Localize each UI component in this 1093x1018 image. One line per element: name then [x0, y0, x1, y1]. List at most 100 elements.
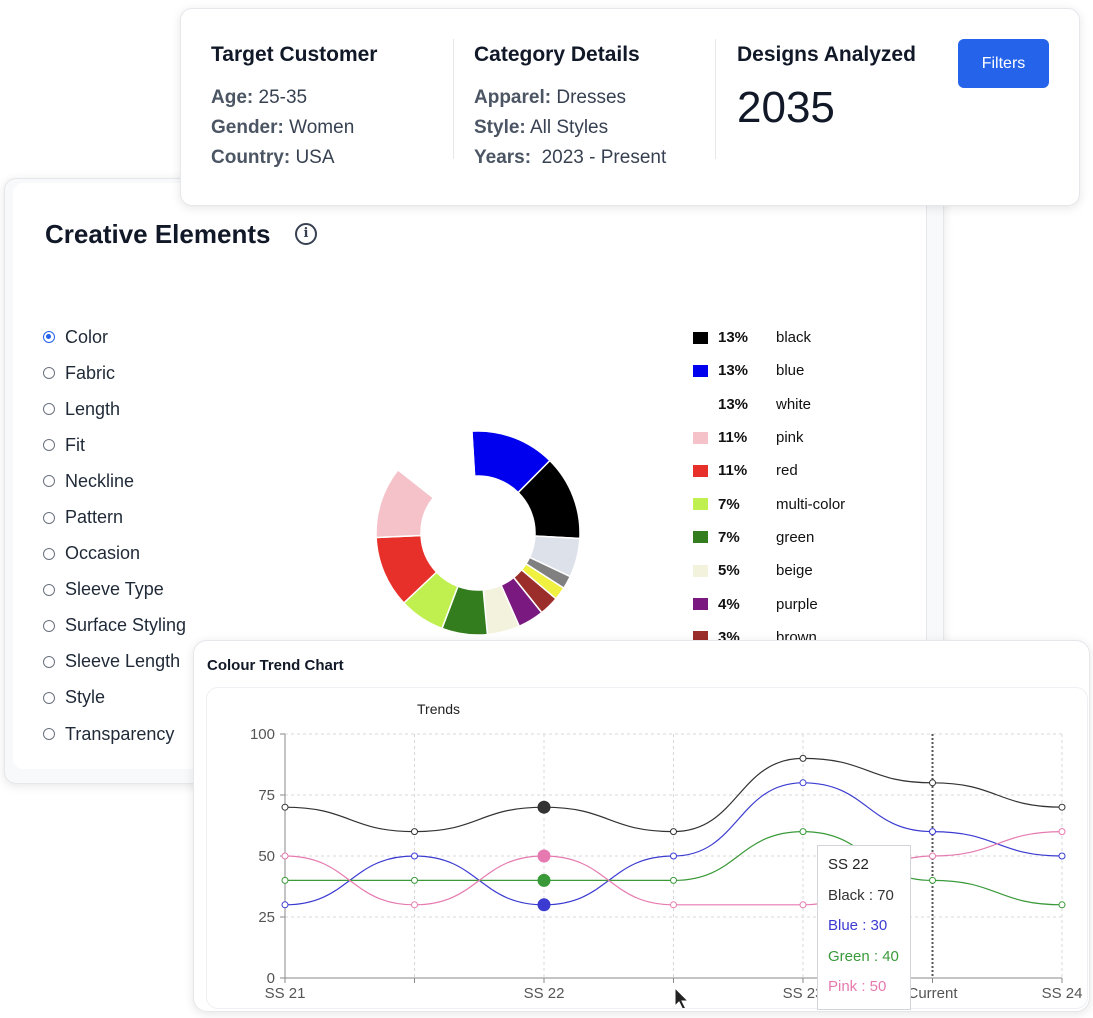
point-green[interactable] — [1058, 901, 1066, 909]
legend-percent: 7% — [718, 528, 740, 546]
style-row: Style: All Styles — [474, 117, 609, 138]
point-blue[interactable] — [537, 898, 551, 912]
point-blue[interactable] — [929, 828, 936, 836]
legend-percent: 4% — [718, 595, 740, 613]
point-pink[interactable] — [537, 849, 551, 863]
country-row: Country: USA — [211, 147, 335, 168]
point-blue[interactable] — [411, 852, 418, 860]
x-tick-label: SS 23 — [783, 985, 824, 1002]
x-tick-label: SS 22 — [524, 985, 565, 1002]
point-green[interactable] — [281, 876, 289, 884]
point-blue[interactable] — [281, 901, 289, 909]
point-green[interactable] — [929, 876, 936, 884]
point-black[interactable] — [281, 803, 289, 811]
legend-swatch — [693, 531, 708, 544]
legend-percent: 11% — [718, 429, 748, 447]
radio-option-surface-styling[interactable]: Surface Styling — [43, 608, 186, 644]
radio-option-style[interactable]: Style — [43, 680, 186, 716]
radio-option-fabric[interactable]: Fabric — [43, 355, 186, 391]
radio-option-label: Color — [65, 326, 109, 347]
legend-percent: 7% — [718, 495, 740, 513]
creative-elements-title: Creative Elements — [45, 219, 271, 249]
donut-legend: 13% black 13% blue 13% white 11% pink 11% red 7% mu… — [693, 321, 845, 654]
point-pink[interactable] — [799, 901, 807, 909]
point-black[interactable] — [929, 779, 936, 787]
y-tick-label: 0 — [267, 970, 275, 987]
designs-analyzed-heading: Designs Analyzed — [737, 43, 916, 66]
legend-label: multi-color — [776, 495, 846, 513]
radio-button[interactable] — [43, 511, 55, 524]
radio-button[interactable] — [43, 403, 55, 416]
legend-label: beige — [776, 562, 813, 580]
divider — [715, 39, 716, 159]
legend-label: white — [776, 395, 812, 413]
info-circle-icon[interactable]: i — [295, 223, 317, 245]
donut-slice-white[interactable] — [396, 430, 476, 499]
radio-button[interactable] — [43, 367, 55, 380]
radio-option-neckline[interactable]: Neckline — [43, 463, 186, 499]
legend-item-blue: 13% blue — [693, 354, 845, 387]
point-pink[interactable] — [411, 901, 418, 909]
legend-percent: 13% — [718, 329, 749, 347]
colour-trend-card: Colour Trend Chart Trends 0 25 50 75 100 SS 21… — [193, 640, 1090, 1012]
radio-button[interactable] — [43, 691, 55, 704]
radio-button[interactable] — [43, 655, 55, 668]
legend-swatch — [693, 331, 708, 344]
radio-option-fit[interactable]: Fit — [43, 427, 186, 463]
trend-chart-title: Trends — [417, 701, 460, 717]
target-customer-heading: Target Customer — [211, 43, 378, 66]
point-pink[interactable] — [670, 901, 677, 909]
point-black[interactable] — [1058, 803, 1066, 811]
radio-option-length[interactable]: Length — [43, 391, 186, 427]
radio-option-occasion[interactable]: Occasion — [43, 536, 186, 572]
point-green[interactable] — [411, 876, 418, 884]
filters-button[interactable]: Filters — [958, 39, 1049, 88]
point-blue[interactable] — [1058, 852, 1066, 860]
legend-swatch — [693, 431, 708, 444]
y-tick-label: 75 — [258, 787, 275, 804]
mouse-cursor-icon — [674, 986, 690, 1008]
point-green[interactable] — [799, 828, 807, 836]
legend-percent: 13% — [718, 362, 749, 380]
point-pink[interactable] — [1058, 828, 1066, 836]
radio-button[interactable] — [43, 475, 55, 488]
divider — [453, 39, 454, 159]
target-customer-section: Target Customer Age: 25-35 Gender: Women… — [211, 43, 377, 173]
legend-swatch — [693, 464, 708, 477]
tooltip-row: Green : 40 — [828, 947, 899, 965]
radio-option-pattern[interactable]: Pattern — [43, 499, 186, 535]
radio-option-sleeve-length[interactable]: Sleeve Length — [43, 644, 186, 680]
radio-button[interactable] — [43, 439, 55, 452]
legend-label: pink — [776, 429, 804, 447]
point-green[interactable] — [537, 873, 551, 887]
legend-swatch — [693, 398, 708, 411]
legend-swatch — [693, 364, 708, 377]
point-black[interactable] — [537, 800, 551, 814]
designs-analyzed-count: 2035 — [737, 83, 835, 132]
category-details-section: Category Details Apparel: Dresses Style:… — [474, 43, 666, 173]
point-pink[interactable] — [281, 852, 289, 860]
point-blue[interactable] — [670, 852, 677, 860]
radio-option-sleeve-type[interactable]: Sleeve Type — [43, 572, 186, 608]
point-pink[interactable] — [929, 852, 936, 860]
category-details-heading: Category Details — [474, 43, 640, 66]
point-black[interactable] — [670, 828, 677, 836]
point-blue[interactable] — [799, 779, 807, 787]
y-tick-label: 100 — [250, 726, 275, 743]
radio-option-transparency[interactable]: Transparency — [43, 716, 186, 752]
radio-button[interactable] — [43, 547, 55, 560]
x-tick-label: Current — [907, 985, 958, 1002]
radio-button[interactable] — [43, 619, 55, 632]
point-black[interactable] — [799, 754, 807, 762]
radio-button[interactable] — [43, 331, 55, 344]
radio-option-label: Sleeve Type — [65, 579, 164, 600]
legend-item-black: 13% black — [693, 321, 845, 354]
tooltip-row: Black : 70 — [828, 886, 894, 904]
radio-button[interactable] — [43, 728, 55, 741]
radio-option-color[interactable]: Color — [43, 319, 186, 355]
chart-tooltip: SS 22 Black : 70 Blue : 30 Green : 40 Pink :… — [817, 845, 911, 1010]
point-green[interactable] — [670, 876, 677, 884]
point-black[interactable] — [411, 828, 418, 836]
radio-button[interactable] — [43, 583, 55, 596]
